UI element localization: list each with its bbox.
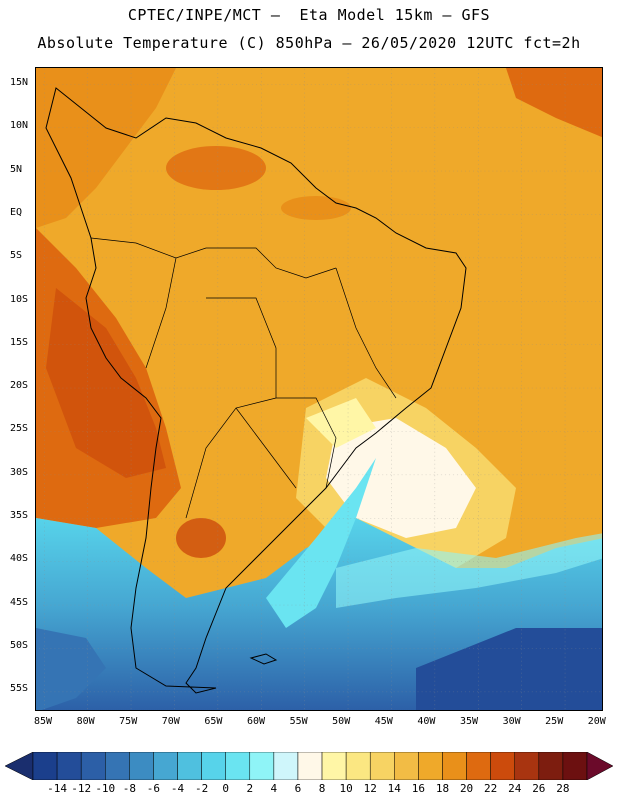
graticule (36, 68, 602, 710)
lat-tick-label: 10S (10, 293, 29, 305)
colorbar-low-arrow (4, 752, 34, 780)
colorbar-tick-label: 14 (387, 782, 401, 795)
lon-tick-label: 50W (332, 716, 351, 727)
colorbar-swatch (129, 752, 154, 780)
colorbar-swatch (321, 752, 347, 780)
lon-tick-label: 55W (289, 716, 308, 727)
colorbar-tick-label: 2 (246, 782, 254, 795)
colorbar-swatch (201, 752, 226, 780)
lon-tick-label: 75W (119, 716, 138, 727)
colorbar-swatch (80, 752, 106, 780)
lat-tick-label: 50S (10, 639, 29, 651)
colorbar-swatch (153, 752, 178, 780)
colorbar-tick-label: -12 (71, 782, 92, 795)
lon-tick-label: 30W (502, 716, 521, 727)
colorbar-tick-label: -10 (95, 782, 116, 795)
colorbar-tick-label: -4 (170, 782, 185, 795)
map-frame (35, 67, 603, 711)
colorbar-swatch (345, 752, 371, 780)
lon-tick-label: 25W (545, 716, 564, 727)
lat-tick-label: 20S (10, 380, 29, 392)
title-line-1: CPTEC/INPE/MCT – Eta Model 15km – GFS (127, 6, 491, 24)
lat-tick-label: 45S (10, 596, 29, 608)
colorbar-swatch (32, 752, 58, 780)
colorbar-swatch (177, 752, 202, 780)
colorbar-swatch (538, 752, 564, 780)
colorbar-swatch (466, 752, 491, 780)
lat-tick-label: 5S (10, 250, 23, 262)
lat-tick-label: 10N (10, 120, 29, 132)
colorbar-swatch (225, 752, 251, 780)
colorbar-tick-label: 26 (532, 782, 546, 795)
colorbar-tick-label: 24 (508, 782, 522, 795)
colorbar-high-arrow (586, 752, 614, 780)
colorbar-swatch (442, 752, 467, 780)
lat-tick-label: 25S (10, 423, 29, 435)
lat-tick-label: 30S (10, 466, 29, 478)
colorbar-swatch (418, 752, 443, 780)
colorbar-tick-label: -2 (194, 782, 209, 795)
colorbar-swatch (562, 752, 588, 780)
lon-tick-label: 60W (246, 716, 266, 727)
lat-tick-label: 5N (10, 163, 23, 175)
south-america-coastline (45, 87, 467, 694)
colorbar-tick-label: 22 (484, 782, 498, 795)
falkland-islands (249, 653, 278, 665)
lon-tick-label: 35W (459, 716, 479, 727)
colorbar-swatch (56, 752, 82, 780)
lat-tick-label: 15N (10, 77, 29, 88)
colorbar-swatch (514, 752, 540, 780)
colorbar-swatch (369, 752, 395, 780)
colorbar-tick-label: 28 (556, 782, 570, 795)
colorbar-tick-label: -6 (146, 782, 161, 795)
lon-tick-label: 80W (76, 716, 95, 727)
colorbar-tick-label: 18 (435, 782, 450, 795)
country-borders (90, 237, 397, 519)
colorbar-tick-label: 20 (459, 782, 474, 795)
lat-tick-label: 55S (10, 683, 29, 695)
lat-tick-label: 35S (10, 510, 29, 521)
lon-tick-label: 70W (161, 716, 180, 727)
colorbar-tick-label: 0 (222, 782, 229, 795)
title-line-2: Absolute Temperature (C) 850hPa – 26/05/… (37, 34, 581, 52)
colorbar-tick-label: 10 (339, 782, 353, 795)
colorbar-tick-label: 6 (294, 782, 302, 795)
lat-tick-label: 40S (10, 553, 29, 565)
colorbar-tick-label: 16 (411, 782, 426, 795)
colorbar-swatch (297, 752, 323, 780)
colorbar-tick-label: 12 (363, 782, 377, 795)
colorbar-swatch (105, 752, 130, 780)
colorbar (4, 752, 614, 780)
lon-tick-label: 40W (417, 716, 436, 727)
lon-tick-label: 20W (587, 716, 606, 727)
colorbar-swatch (394, 752, 419, 780)
lat-tick-label: 15S (10, 336, 29, 348)
colorbar-tick-label: 4 (270, 782, 278, 795)
lon-tick-label: 45W (374, 716, 393, 727)
colorbar-swatch (249, 752, 275, 780)
lon-tick-label: 85W (33, 716, 53, 727)
lon-tick-label: 65W (204, 716, 223, 727)
lat-tick-label: EQ (10, 206, 23, 218)
colorbar-tick-label: -8 (122, 782, 136, 795)
temperature-map (36, 68, 602, 710)
colorbar-tick-label: -14 (47, 782, 68, 795)
colorbar-swatch (273, 752, 299, 780)
colorbar-swatch (490, 752, 515, 780)
colorbar-tick-label: 8 (318, 782, 326, 795)
